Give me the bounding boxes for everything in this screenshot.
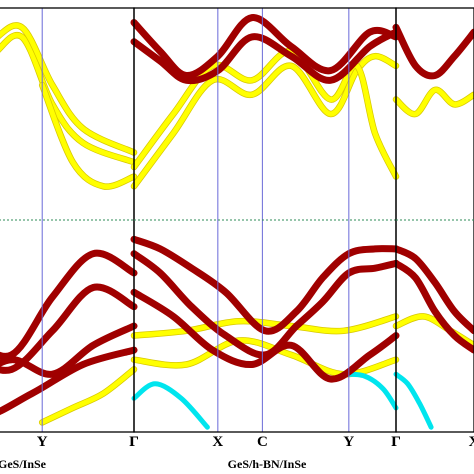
guides-layer xyxy=(0,7,474,433)
kpoint-label-1-0: Γ xyxy=(129,434,139,450)
kpoint-label-0-2: Γ xyxy=(129,434,139,450)
panel-label-0: GeS/InSe xyxy=(0,457,47,471)
panel-label-1: GeS/h-BN/InSe xyxy=(228,457,307,471)
kpoint-label-1-1: X xyxy=(212,434,223,450)
band-edge-inse-p0-1 xyxy=(0,22,138,156)
kpoint-label-2-1: X xyxy=(469,434,474,450)
band-h-bn-p1-9 xyxy=(131,381,210,430)
band-ges-p2-0 xyxy=(392,23,474,80)
band-inse-p2-4 xyxy=(393,313,474,348)
band-inse-p1-2 xyxy=(131,53,399,189)
band-inse-p0-1 xyxy=(0,23,137,155)
band-inse-p0-7 xyxy=(39,366,137,425)
band-ges-p2-3 xyxy=(392,259,474,354)
band-ges-p1-4 xyxy=(130,235,400,335)
band-h-bn-p2-5 xyxy=(393,371,434,430)
bands-layer xyxy=(0,14,474,430)
band-inse-p0-2 xyxy=(39,82,137,190)
band-inse-p1-3 xyxy=(131,48,399,180)
band-ges-p2-2 xyxy=(392,245,474,335)
kpoint-label-1-4: Γ xyxy=(391,434,401,450)
kpoint-label-1-2: C xyxy=(257,434,268,450)
kpoint-label-2-0: Γ xyxy=(391,434,401,450)
kpoint-label-1-3: Y xyxy=(343,434,354,450)
panel-frame-2 xyxy=(395,7,474,433)
band-ges-p0-4 xyxy=(0,283,138,374)
band-ges-p1-6 xyxy=(130,288,400,383)
band-inse-p2-1 xyxy=(393,87,474,117)
band-ges-p1-0 xyxy=(130,14,400,79)
band-ges-p0-6 xyxy=(0,346,138,416)
kpoint-label-0-1: Y xyxy=(37,434,48,450)
band-inse-p0-0 xyxy=(0,32,137,165)
band-ges-p0-5 xyxy=(0,322,138,378)
band-h-bn-p1-10 xyxy=(341,371,399,411)
band-ges-p1-1 xyxy=(130,28,400,85)
band-ges-p1-5 xyxy=(130,250,400,359)
band-inse-p1-7 xyxy=(131,313,399,339)
band-ges-p0-3 xyxy=(0,249,138,360)
